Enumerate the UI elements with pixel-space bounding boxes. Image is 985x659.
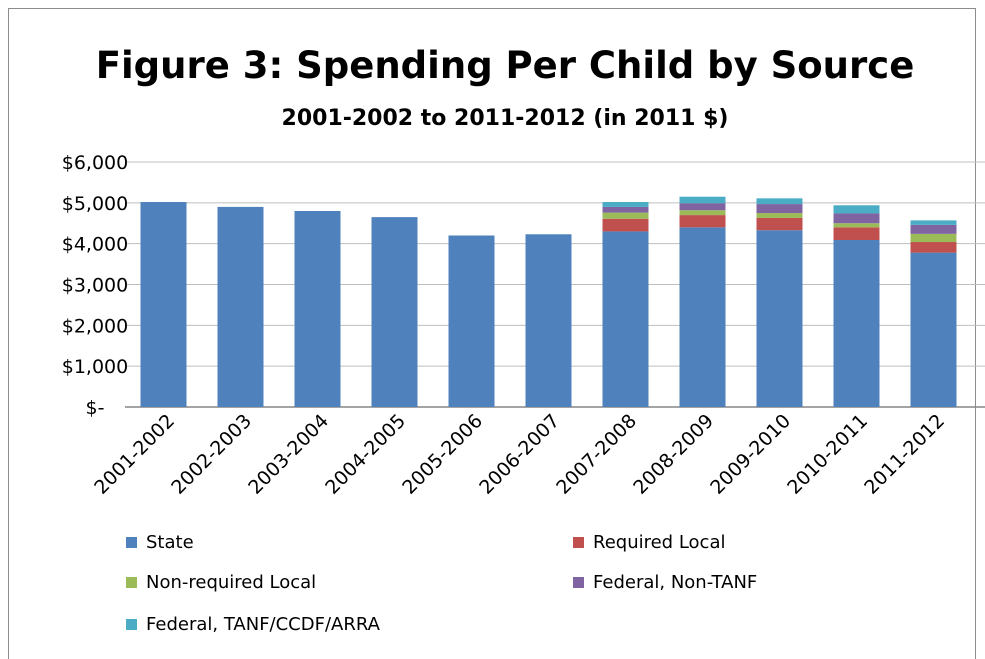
legend-label: State	[146, 532, 194, 553]
bar-segment	[756, 204, 803, 214]
bar-segment	[525, 234, 572, 407]
bar-segment	[217, 206, 264, 407]
bar-segment	[448, 235, 495, 407]
x-tick-label: 2004-2005	[321, 410, 410, 499]
bar-segment	[910, 220, 957, 225]
legend-label: Required Local	[593, 532, 726, 553]
bar-segment	[833, 213, 880, 224]
bar-segment	[910, 233, 957, 243]
bar-segment	[371, 217, 418, 407]
x-tick-label: 2005-2006	[398, 410, 487, 499]
legend-item: State	[126, 532, 194, 553]
y-tick-label: $3,000	[62, 275, 128, 297]
bar-segment	[756, 217, 803, 231]
x-tick-label: 2002-2003	[167, 410, 256, 499]
bar-segment	[140, 202, 187, 407]
x-tick-label: 2001-2002	[90, 410, 179, 499]
x-tick-label: 2007-2008	[552, 410, 641, 499]
bar-segment	[602, 206, 649, 213]
legend: State Required Local Non-required Local Fed…	[126, 532, 757, 635]
legend-item: Federal, Non-TANF	[573, 572, 757, 593]
bar-segment	[756, 213, 803, 218]
bar-segment	[679, 203, 726, 211]
legend-swatch	[126, 577, 137, 588]
bar-segment	[833, 205, 880, 214]
legend-label: Federal, Non-TANF	[593, 572, 757, 593]
bar-segment	[833, 239, 880, 407]
y-axis: $- $1,000 $2,000 $3,000 $4,000 $5,000 $6,000	[62, 152, 128, 419]
bar-segment	[679, 196, 726, 204]
x-tick-label: 2006-2007	[475, 410, 564, 499]
y-tick-label: $-	[86, 397, 105, 419]
bars	[140, 196, 957, 407]
y-tick-label: $5,000	[62, 193, 128, 215]
chart-title: Figure 3: Spending Per Child by Source	[96, 44, 915, 87]
legend-swatch	[573, 577, 584, 588]
bar-segment	[294, 211, 341, 407]
y-tick-label: $6,000	[62, 152, 128, 174]
bar-segment	[833, 227, 880, 240]
legend-item: Federal, TANF/CCDF/ARRA	[126, 614, 381, 635]
bar-segment	[679, 227, 726, 407]
bar-segment	[602, 218, 649, 232]
bar-segment	[910, 242, 957, 253]
bar-segment	[602, 212, 649, 219]
legend-item: Required Local	[573, 532, 726, 553]
legend-swatch	[573, 537, 584, 548]
chart-subtitle: 2001-2002 to 2011-2012 (in 2011 $)	[282, 106, 729, 131]
x-axis: 2001-20022002-20032003-20042004-20052005…	[90, 410, 949, 499]
y-tick-label: $2,000	[62, 315, 128, 337]
bar-segment	[910, 224, 957, 234]
legend-swatch	[126, 619, 137, 630]
legend-label: Non-required Local	[146, 572, 316, 593]
legend-swatch	[126, 537, 137, 548]
bar-segment	[756, 198, 803, 205]
x-tick-label: 2011-2012	[860, 410, 949, 499]
y-tick-label: $1,000	[62, 356, 128, 378]
bar-segment	[833, 223, 880, 228]
bar-segment	[602, 202, 649, 207]
x-tick-label: 2008-2009	[629, 410, 718, 499]
x-tick-label: 2010-2011	[783, 410, 872, 499]
x-tick-label: 2009-2010	[706, 410, 795, 499]
bar-segment	[910, 252, 957, 407]
y-tick-label: $4,000	[62, 234, 128, 256]
bar-segment	[756, 230, 803, 407]
bar-segment	[679, 215, 726, 228]
x-tick-label: 2003-2004	[244, 410, 333, 499]
bar-segment	[679, 210, 726, 216]
legend-label: Federal, TANF/CCDF/ARRA	[146, 614, 381, 635]
legend-item: Non-required Local	[126, 572, 316, 593]
bar-segment	[602, 231, 649, 407]
